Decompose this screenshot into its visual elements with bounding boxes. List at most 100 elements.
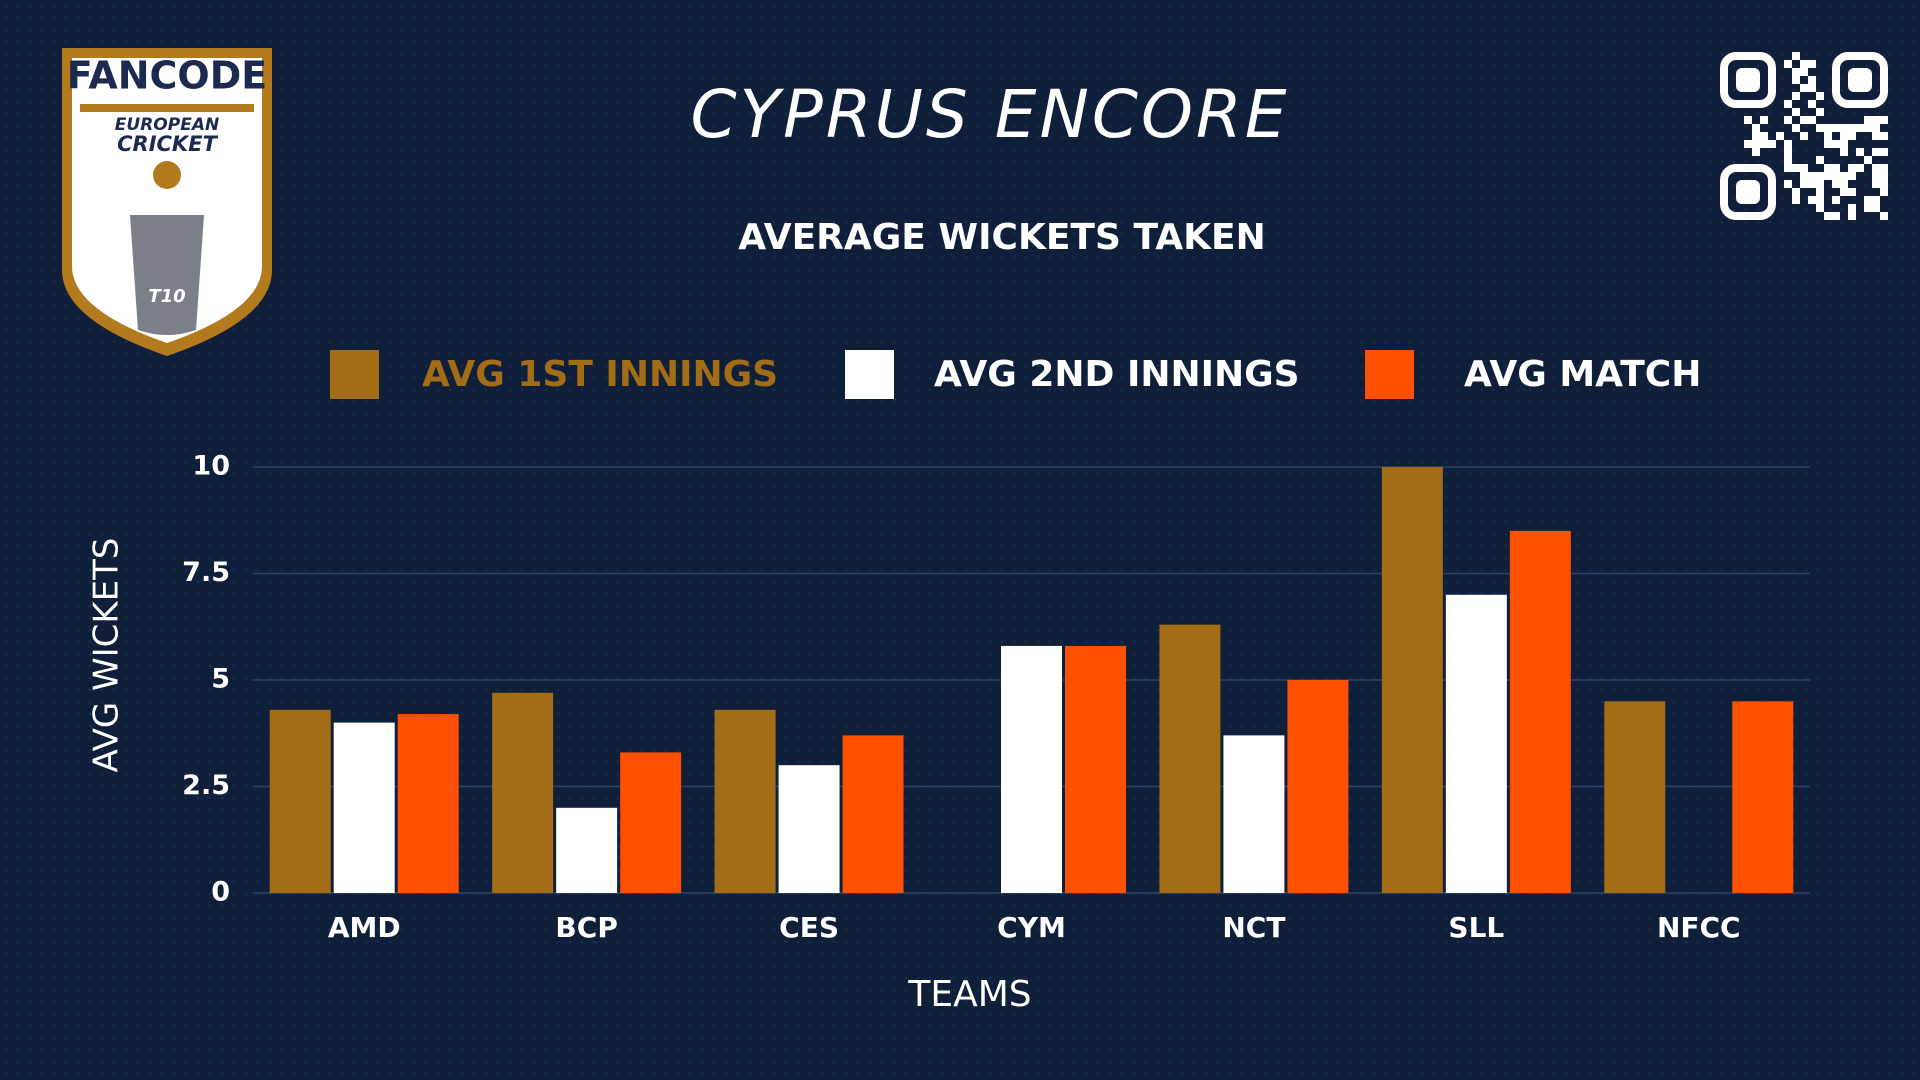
qr-module [1880,148,1888,156]
qr-module [1808,76,1816,84]
qr-module [1800,60,1808,68]
qr-module [1816,124,1824,132]
qr-module [1848,204,1856,212]
qr-module [1760,132,1768,140]
y-tick-label: 10 [192,451,230,482]
qr-module [1776,132,1784,140]
qr-module [1792,52,1800,60]
qr-module [1792,68,1800,76]
qr-module [1816,172,1824,180]
qr-module [1848,164,1856,172]
qr-module [1792,92,1800,100]
qr-module [1792,188,1800,196]
logo-ball [153,161,181,189]
qr-module [1856,164,1864,172]
qr-module [1792,164,1800,172]
qr-module [1752,140,1760,148]
qr-module [1880,116,1888,124]
qr-module [1824,140,1832,148]
qr-module [1816,188,1824,196]
legend-label: AVG 2ND INNINGS [934,354,1300,395]
bar [620,752,682,893]
qr-module [1784,156,1792,164]
qr-module [1768,140,1776,148]
bar [1445,594,1507,893]
qr-module [1800,164,1808,172]
qr-module [1872,116,1880,124]
bar [333,722,395,893]
qr-module [1824,124,1832,132]
qr-module [1856,124,1864,132]
qr-module [1864,156,1872,164]
bar [1223,735,1285,893]
bar [1287,680,1349,893]
qr-module [1792,76,1800,84]
qr-module [1808,180,1816,188]
qr-module [1784,140,1792,148]
qr-module [1824,172,1832,180]
qr-module [1808,60,1816,68]
qr-module [1800,84,1808,92]
qr-module [1880,180,1888,188]
qr-module [1800,180,1808,188]
bar [842,735,904,893]
qr-module [1840,140,1848,148]
qr-module [1760,116,1768,124]
legend-swatch [330,350,379,399]
qr-module [1840,132,1848,140]
qr-module [1808,100,1816,108]
bar [1732,701,1794,893]
logo-band [80,104,254,112]
logo: FANCODE EUROPEAN CRICKET T10 [62,48,272,356]
qr-module [1800,68,1808,76]
qr-module [1840,180,1848,188]
qr-module [1784,116,1792,124]
qr-module [1784,60,1792,68]
x-tick-label: NFCC [1657,911,1741,944]
y-tick-label: 5 [211,664,230,695]
qr-module [1872,172,1880,180]
qr-module [1848,188,1856,196]
x-axis-label: TEAMS [907,974,1031,1015]
qr-finder [1720,52,1776,108]
qr-finder-dot [1736,180,1760,204]
qr-module [1872,196,1880,204]
qr-module [1784,100,1792,108]
bar [1381,467,1443,893]
qr-module [1824,164,1832,172]
qr-module [1864,116,1872,124]
qr-module [1872,148,1880,156]
qr-module [1784,148,1792,156]
logo-shield-inner [72,58,262,343]
qr-module [1872,180,1880,188]
qr-module [1744,140,1752,148]
legend-label: AVG 1ST INNINGS [422,354,778,395]
qr-module [1872,204,1880,212]
logo-brand: FANCODE [67,54,268,98]
bar [778,765,840,893]
qr-module [1880,188,1888,196]
x-tick-label: AMD [328,911,401,944]
qr-module [1816,204,1824,212]
qr-module [1824,212,1832,220]
qr-module [1808,116,1816,124]
chart-subtitle: AVERAGE WICKETS TAKEN [738,217,1265,258]
qr-module [1816,92,1824,100]
qr-module [1832,212,1840,220]
qr-module [1848,172,1856,180]
bar [1001,645,1062,893]
qr-module [1880,164,1888,172]
qr-module [1752,132,1760,140]
qr-module [1848,124,1856,132]
qr-module [1864,196,1872,204]
y-tick-label: 2.5 [182,770,230,801]
y-axis-label: AVG WICKETS [87,537,127,772]
qr-module [1752,148,1760,156]
qr-module [1864,124,1872,132]
qr-module [1808,196,1816,204]
qr-module [1816,156,1824,164]
bar [714,709,776,893]
qr-module [1856,148,1864,156]
qr-module [1872,164,1880,172]
